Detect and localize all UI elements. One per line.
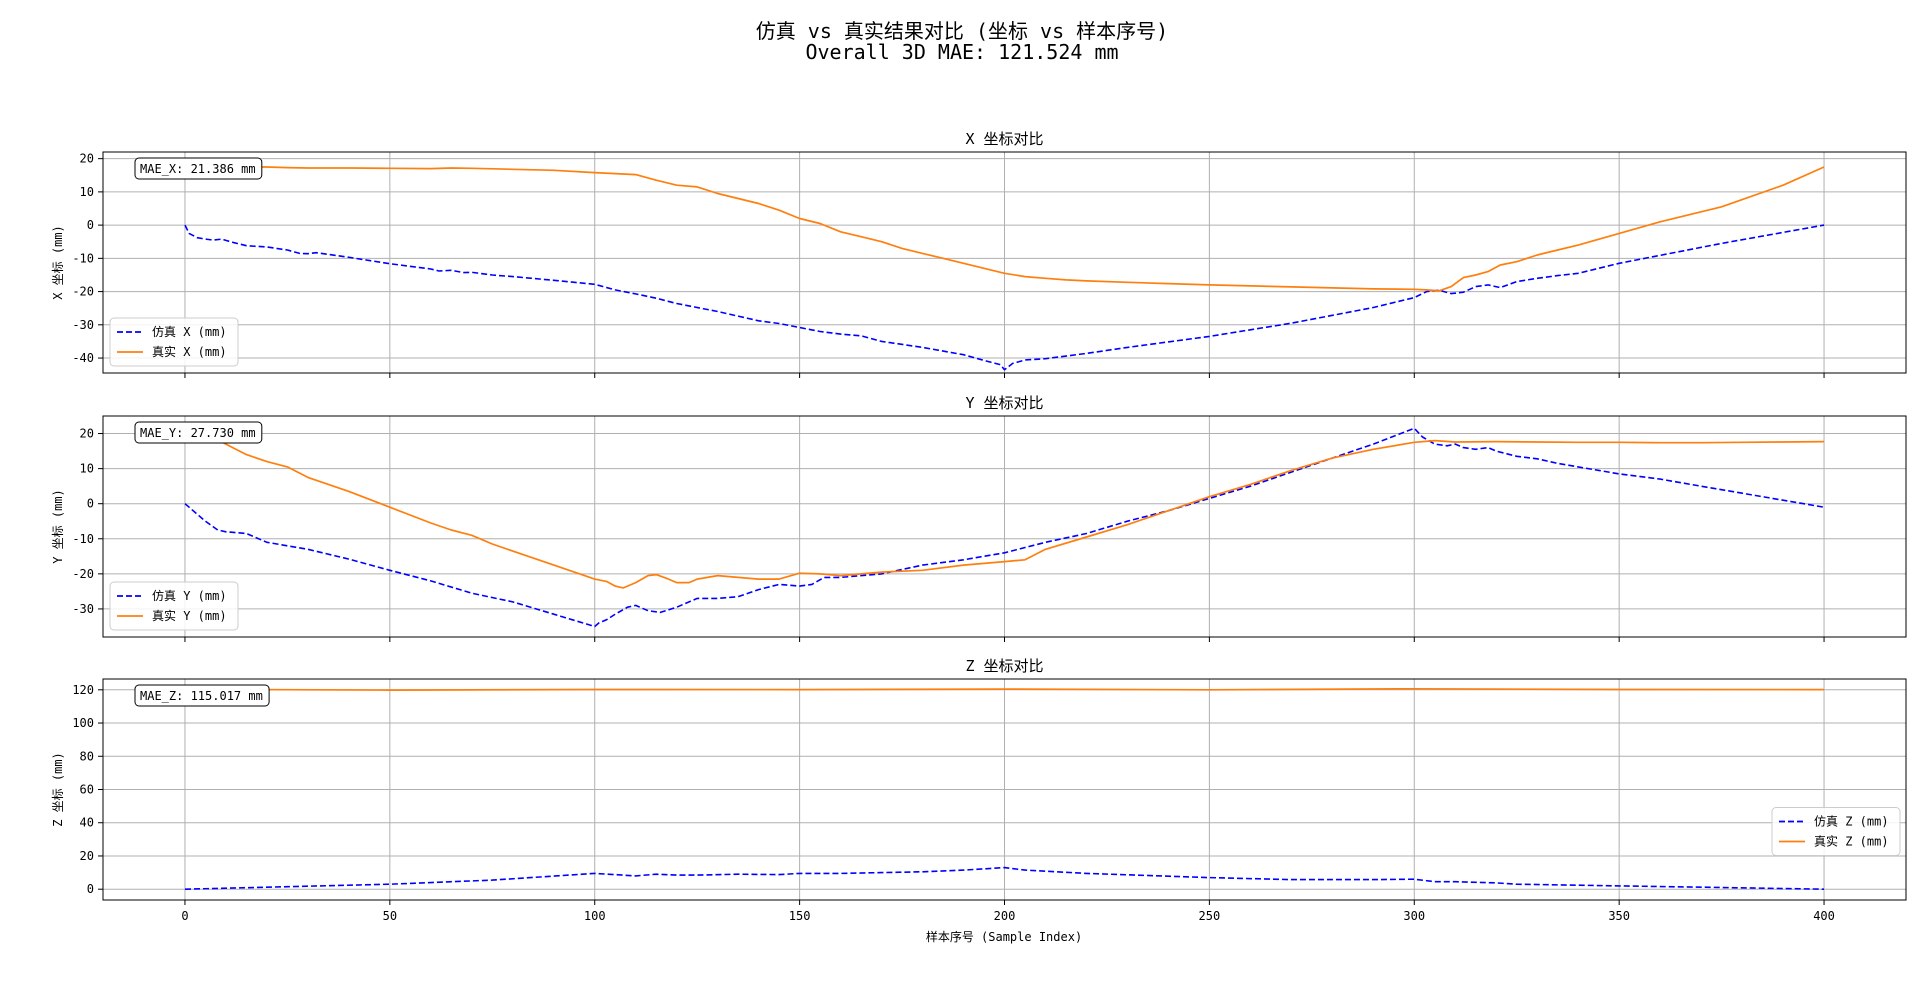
legend-frame <box>1771 807 1901 856</box>
y-tick-label: 100 <box>72 716 94 730</box>
x-tick-label: 350 <box>1608 909 1630 923</box>
y-tick-label: -30 <box>72 602 94 616</box>
legend-label: 仿真 X (mm) <box>152 325 227 339</box>
subplot-3: 0 50 100 150 200 250 300 350 400120100806040200Z… <box>51 657 1907 923</box>
subplot-1: 20 10 0 -10 -20 -30 -40 X 坐标对比 X 坐标 (mm) MAE_X: 2… <box>51 130 1907 378</box>
y-axis-label: Y 坐标 (mm) <box>51 489 65 564</box>
y-tick-label: 0 <box>87 882 94 896</box>
figure-title: 仿真 vs 真实结果对比 (坐标 vs 样本序号) <box>756 19 1168 43</box>
x-tick-label: 150 <box>789 909 811 923</box>
y-tick-label: 120 <box>72 683 94 697</box>
series-line-sim <box>184 224 1825 371</box>
y-tick-label: 10 <box>80 462 94 476</box>
mae-box <box>134 684 270 707</box>
series-group <box>184 425 1825 628</box>
y-tick-label: -40 <box>72 351 94 365</box>
mae-label: MAE_X: 21.386 mm <box>140 162 256 176</box>
legend-label: 仿真 Y (mm) <box>152 589 227 603</box>
x-tick-label: 250 <box>1199 909 1221 923</box>
mae-annotation: MAE_X: 21.386 mm <box>134 157 263 180</box>
legend-label: 真实 Y (mm) <box>152 608 227 623</box>
mae-label: MAE_Z: 115.017 mm <box>140 689 263 703</box>
y-axis-label: X 坐标 (mm) <box>51 225 65 300</box>
subplot-title: Z 坐标对比 <box>965 657 1043 675</box>
y-tick-label: 80 <box>80 749 94 763</box>
y-tick-label: -10 <box>72 251 94 265</box>
series-line-sim <box>184 866 1825 890</box>
series-line-real <box>185 166 1825 292</box>
legend: 仿真 X (mm) 真实 X (mm) <box>109 317 239 367</box>
mae-label: MAE_Y: 27.730 mm <box>140 426 256 440</box>
x-tick-label: 200 <box>994 909 1016 923</box>
mae-box <box>134 157 263 180</box>
series-group <box>184 687 1825 890</box>
series-group <box>184 166 1825 371</box>
legend-frame <box>109 317 239 367</box>
y-tick-label: 20 <box>80 849 94 863</box>
mae-annotation: MAE_Z: 115.017 mm <box>134 684 270 707</box>
x-tick-label: 0 <box>181 909 188 923</box>
legend: 仿真 Z (mm) 真实 Z (mm) <box>1771 807 1901 856</box>
figure-subtitle: Overall 3D MAE: 121.524 mm <box>805 40 1118 64</box>
mae-annotation: MAE_Y: 27.730 mm <box>134 421 263 444</box>
legend-label: 真实 Z (mm) <box>1814 834 1889 849</box>
x-axis-label: 样本序号 (Sample Index) <box>926 929 1082 944</box>
series-line-sim <box>184 427 1825 628</box>
y-tick-label: 0 <box>87 497 94 511</box>
series-line-real <box>184 425 1825 589</box>
y-axis-label: Z 坐标 (mm) <box>51 752 65 827</box>
subplot-title: X 坐标对比 <box>965 130 1043 148</box>
y-tick-label: -10 <box>72 532 94 546</box>
y-tick-label: -30 <box>72 318 94 332</box>
y-tick-label: 20 <box>80 152 94 166</box>
x-tick-label: 50 <box>383 909 397 923</box>
legend-label: 真实 X (mm) <box>152 344 227 359</box>
x-tick-label: 100 <box>584 909 606 923</box>
subplot-2: 20 10 0 -10 -20 -30 Y 坐标对比 Y 坐标 (mm) MAE_Y: 27.7… <box>51 394 1907 642</box>
y-tick-label: 10 <box>80 185 94 199</box>
series-line-real <box>184 687 1825 691</box>
x-tick-label: 400 <box>1813 909 1835 923</box>
mae-box <box>134 421 263 444</box>
y-tick-label: 0 <box>87 218 94 232</box>
legend: 仿真 Y (mm) 真实 Y (mm) <box>109 581 239 631</box>
y-tick-label: -20 <box>72 567 94 581</box>
y-tick-label: 60 <box>80 783 94 797</box>
y-tick-label: 40 <box>80 816 94 830</box>
subplot-title: Y 坐标对比 <box>965 394 1043 412</box>
y-tick-label: 20 <box>80 427 94 441</box>
y-tick-label: -20 <box>72 285 94 299</box>
x-tick-label: 300 <box>1403 909 1425 923</box>
legend-frame <box>109 581 239 631</box>
legend-label: 仿真 Z (mm) <box>1814 815 1889 829</box>
